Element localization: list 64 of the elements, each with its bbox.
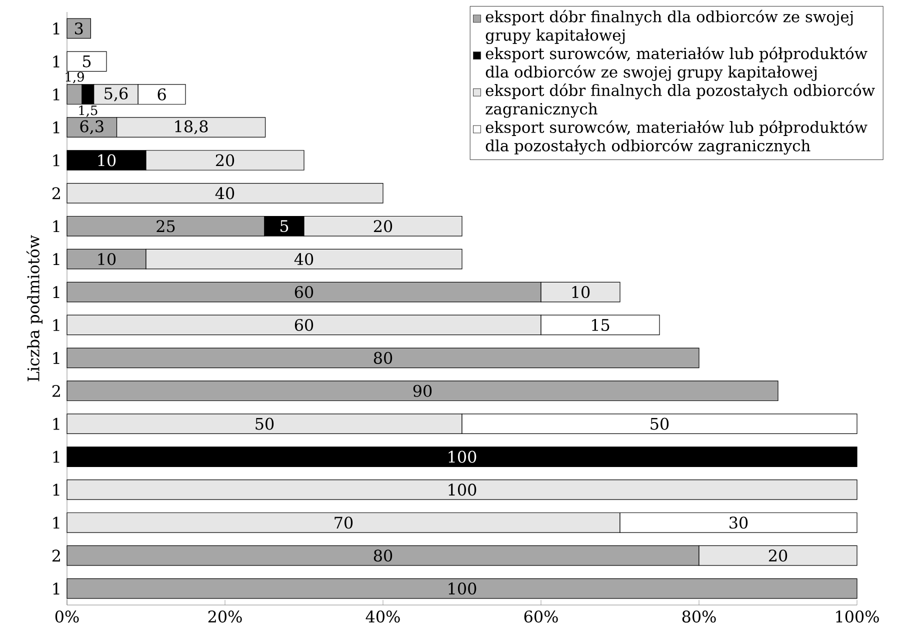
data-label: 20 xyxy=(768,550,788,562)
y-tick-label: 1 xyxy=(53,582,60,594)
data-label: 10 xyxy=(572,286,590,298)
y-tick-label: 1 xyxy=(53,450,60,463)
data-label: 20 xyxy=(374,220,392,232)
legend-label: eksport surowców, materiałów lub półproduktów dla pozostałych odbiorców zagranicznych xyxy=(486,120,868,155)
y-tick-label: 1 xyxy=(53,22,60,34)
x-tick-label: 0% xyxy=(55,610,79,623)
data-label: 100 xyxy=(448,582,476,595)
data-label: 50 xyxy=(256,418,274,430)
data-label: 100 xyxy=(448,450,476,463)
y-tick-label: 1 xyxy=(53,88,60,100)
y-tick-label: 2 xyxy=(52,550,60,562)
y-tick-label: 1 xyxy=(53,56,60,68)
data-label: 5 xyxy=(280,220,288,232)
y-tick-label: 1 xyxy=(53,516,60,529)
data-label: 6 xyxy=(158,88,166,100)
y-tick-label: 1 xyxy=(53,352,60,364)
data-label: 3 xyxy=(74,22,83,34)
y-tick-label: 1 xyxy=(53,286,60,298)
data-label: 10 xyxy=(98,154,116,166)
data-label: 6,3 xyxy=(80,120,104,134)
x-tick-label: 80% xyxy=(682,610,716,623)
y-tick-label: 1 xyxy=(53,319,60,331)
data-label: 60 xyxy=(294,286,314,298)
data-label: 10 xyxy=(98,253,116,266)
y-tick-label: 1 xyxy=(53,220,60,232)
y-tick-label: 1 xyxy=(53,484,60,496)
x-tick-label: 60% xyxy=(524,610,558,623)
x-tick-label: 100% xyxy=(836,610,879,623)
bar xyxy=(66,480,858,500)
bar xyxy=(66,446,858,467)
x-tick-label: 20% xyxy=(208,610,242,623)
data-label: 20 xyxy=(216,154,234,166)
data-label: 5,6 xyxy=(104,87,128,102)
data-label: 100 xyxy=(448,484,476,496)
data-label: 50 xyxy=(650,418,669,430)
bar xyxy=(66,348,700,368)
y-tick-label: 2 xyxy=(52,187,60,200)
bar xyxy=(66,183,384,204)
data-label: 60 xyxy=(294,318,314,331)
y-tick-label: 1 xyxy=(53,418,60,430)
data-label: 40 xyxy=(294,253,314,266)
y-axis-title: Liczba podmiotów xyxy=(26,235,43,382)
y-tick-label: 2 xyxy=(52,384,60,397)
data-label: 15 xyxy=(592,318,610,331)
bar xyxy=(66,18,91,39)
bar xyxy=(66,380,778,402)
data-label: 5 xyxy=(83,55,91,68)
data-label: 40 xyxy=(215,187,234,200)
data-label: 30 xyxy=(730,516,748,529)
bar xyxy=(66,51,107,72)
data-label: 1,9 xyxy=(66,72,84,84)
y-tick-label: 1 xyxy=(53,253,60,266)
y-tick-label: 1 xyxy=(53,121,60,134)
data-label: 80 xyxy=(374,352,392,364)
data-label: 25 xyxy=(156,220,175,232)
data-label: 90 xyxy=(413,384,432,397)
data-label: 80 xyxy=(374,550,392,562)
data-label: 1,5 xyxy=(79,105,98,117)
y-tick-label: 1 xyxy=(53,154,60,166)
data-label: 18,8 xyxy=(175,120,208,134)
x-tick-label: 40% xyxy=(366,610,400,623)
data-label: 70 xyxy=(334,516,353,529)
